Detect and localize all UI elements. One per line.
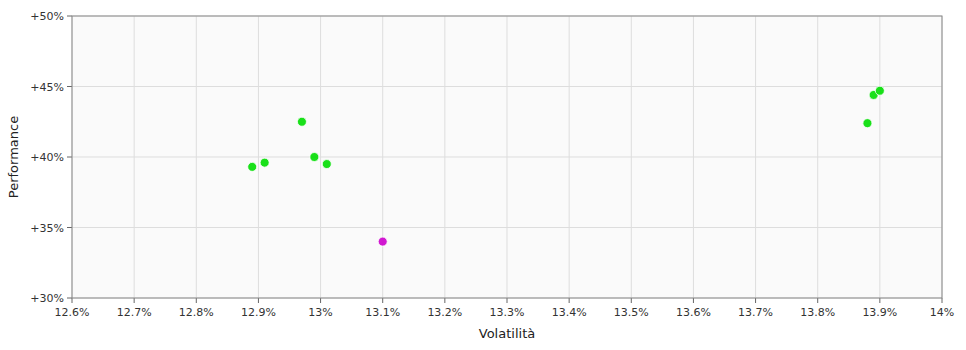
x-tick-label: 12.8% [179,306,214,319]
scatter-point [378,237,387,246]
x-tick-label: 14% [930,306,954,319]
x-tick-label: 13.4% [552,306,587,319]
x-tick-label: 12.7% [117,306,152,319]
x-tick-label: 13% [308,306,332,319]
x-tick-label: 13.9% [862,306,897,319]
scatter-point [310,153,319,162]
scatter-point [297,117,306,126]
x-axis-label: Volatilità [479,326,535,341]
grid [72,16,942,298]
scatter-point [863,119,872,128]
y-tick [67,16,72,17]
x-tick-label: 13.2% [427,306,462,319]
y-tick [67,227,72,228]
y-tick [67,157,72,158]
x-tick [693,298,694,303]
x-tick [879,298,880,303]
x-tick [755,298,756,303]
x-tick [942,298,943,303]
y-tick [67,86,72,87]
x-tick-label: 13.5% [614,306,649,319]
x-tick [631,298,632,303]
plot-frame [72,16,942,298]
y-tick-label: +30% [30,292,64,305]
x-tick-label: 13.6% [676,306,711,319]
x-tick [72,298,73,303]
x-tick [382,298,383,303]
x-tick-label: 13.8% [800,306,835,319]
chart-svg: 12.6% 12.7% 12.8% 12.9% 13% 13.1% 13.2% 13.3% 13… [0,0,966,350]
x-tick-label: 13.3% [490,306,525,319]
y-tick-label: +45% [30,81,64,94]
scatter-point [260,158,269,167]
y-grid-line [72,86,942,87]
x-tick [817,298,818,303]
x-tick [569,298,570,303]
points [248,86,885,246]
x-tick [134,298,135,303]
y-tick-label: +40% [30,151,64,164]
x-tick-label: 12.6% [55,306,90,319]
y-grid-line [72,157,942,158]
y-tick [67,298,72,299]
series [378,237,387,246]
x-tick [507,298,508,303]
series [248,86,885,171]
x-tick [320,298,321,303]
y-grid-line [72,227,942,228]
x-tick [196,298,197,303]
x-tick-label: 13.7% [738,306,773,319]
chart-container: 12.6% 12.7% 12.8% 12.9% 13% 13.1% 13.2% 13.3% 13… [0,0,966,350]
scatter-point [248,162,257,171]
plot-background [72,16,942,298]
x-tick [444,298,445,303]
x-tick-label: 12.9% [241,306,276,319]
y-axis-label: Performance [6,116,21,198]
scatter-point [875,86,884,95]
axes: 12.6% 12.7% 12.8% 12.9% 13% 13.1% 13.2% 13.3% 13… [30,10,954,319]
scatter-point [322,160,331,169]
x-tick-label: 13.1% [365,306,400,319]
y-tick-label: +35% [30,222,64,235]
x-tick [258,298,259,303]
y-tick-label: +50% [30,10,64,23]
